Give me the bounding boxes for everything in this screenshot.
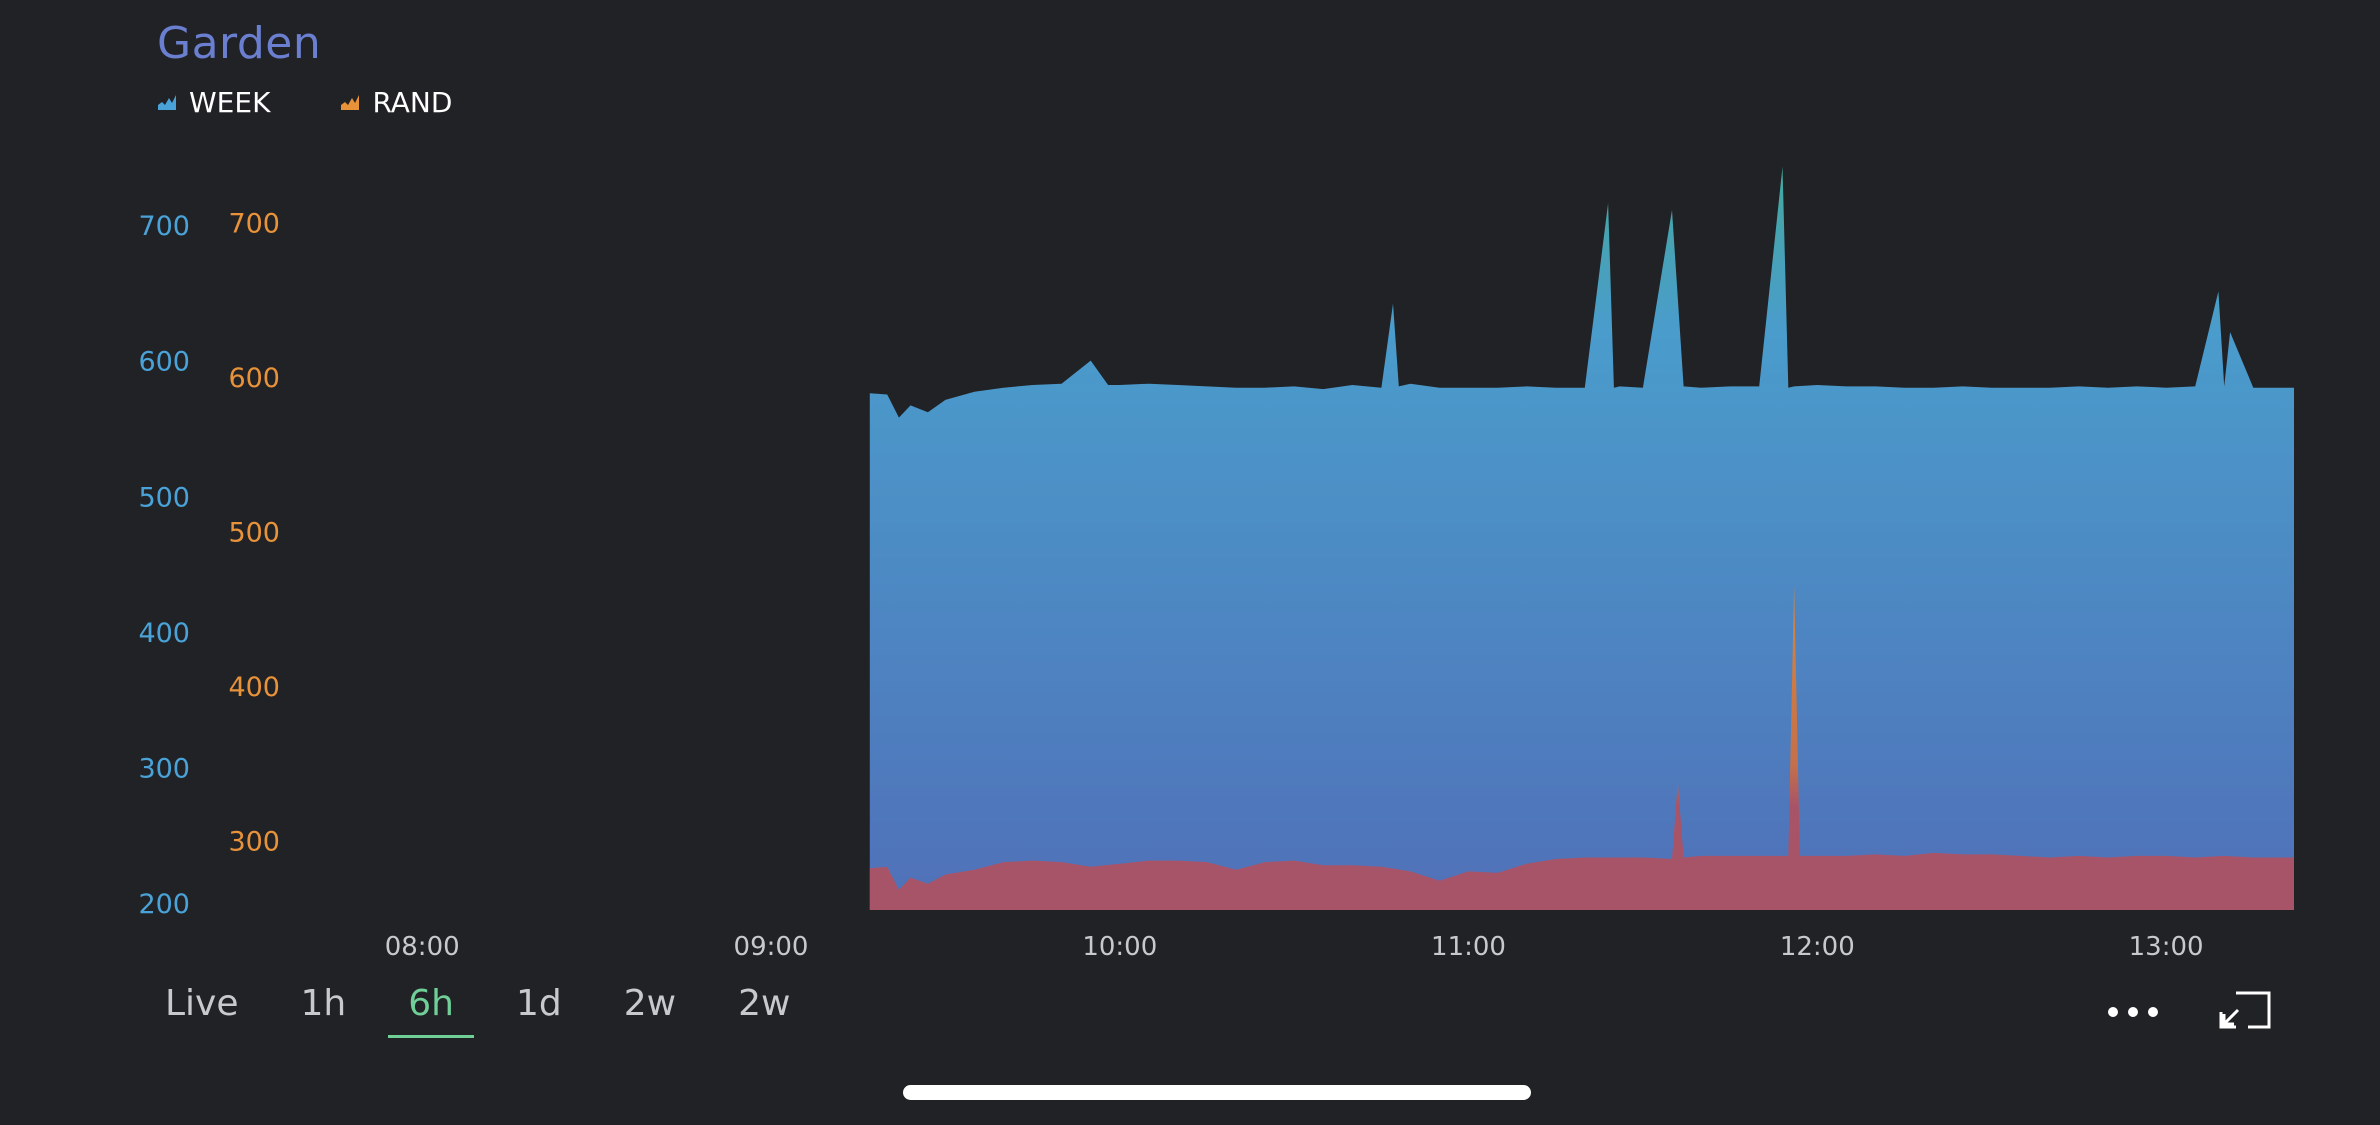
series-area-week <box>869 166 2294 911</box>
dot <box>2108 1007 2118 1017</box>
legend-label: RAND <box>372 85 453 119</box>
x-tick-label: 09:00 <box>734 932 809 960</box>
y-left-tick-label: 400 <box>138 618 190 649</box>
exit-fullscreen-icon[interactable] <box>2218 990 2272 1030</box>
y-left-tick-label: 600 <box>138 347 190 378</box>
tab-2w[interactable]: 2w <box>623 983 677 1024</box>
x-tick-label: 08:00 <box>385 932 460 960</box>
y-right-tick-label: 700 <box>228 209 280 240</box>
area-chart-icon <box>158 95 176 110</box>
x-tick-label: 10:00 <box>1082 932 1157 960</box>
home-indicator[interactable] <box>903 1085 1531 1100</box>
series-area-rand <box>869 585 2294 910</box>
y-right-tick-label: 600 <box>228 363 280 394</box>
y-left-tick-label: 500 <box>138 482 190 513</box>
more-dots-icon[interactable] <box>2108 1000 2158 1024</box>
chart-plot[interactable]: 200 300 400 500 600 700 300 400 500 600 700 08:00… <box>0 0 2380 960</box>
legend-item-week[interactable]: WEEK <box>157 86 270 119</box>
y-left-tick-label: 700 <box>138 211 190 242</box>
tab-1d[interactable]: 1d <box>515 983 562 1024</box>
y-right-tick-label: 500 <box>228 518 280 549</box>
x-tick-label: 11:00 <box>1431 932 1506 960</box>
legend-label: WEEK <box>189 85 271 119</box>
tab-1h[interactable]: 1h <box>300 983 347 1024</box>
tab-6h[interactable]: 6h <box>388 975 474 1038</box>
chart-title: Garden <box>157 18 322 69</box>
dot <box>2148 1007 2158 1017</box>
y-left-tick-label: 200 <box>138 889 190 920</box>
area-chart-icon <box>341 95 360 110</box>
dot <box>2128 1007 2138 1017</box>
tab-2w-second[interactable]: 2w <box>738 983 791 1024</box>
y-right-tick-label: 300 <box>228 827 280 858</box>
time-range-tabs: Live 1h 6h 1d 2w 2w <box>145 975 832 1045</box>
y-right-tick-label: 400 <box>228 672 280 703</box>
chart-legend: WEEK RAND <box>157 82 452 122</box>
y-left-tick-label: 300 <box>138 754 190 785</box>
tab-live[interactable]: Live <box>165 983 239 1024</box>
x-tick-label: 12:00 <box>1780 932 1855 960</box>
x-tick-label: 13:00 <box>2129 932 2204 960</box>
legend-item-rand[interactable]: RAND <box>340 86 452 119</box>
